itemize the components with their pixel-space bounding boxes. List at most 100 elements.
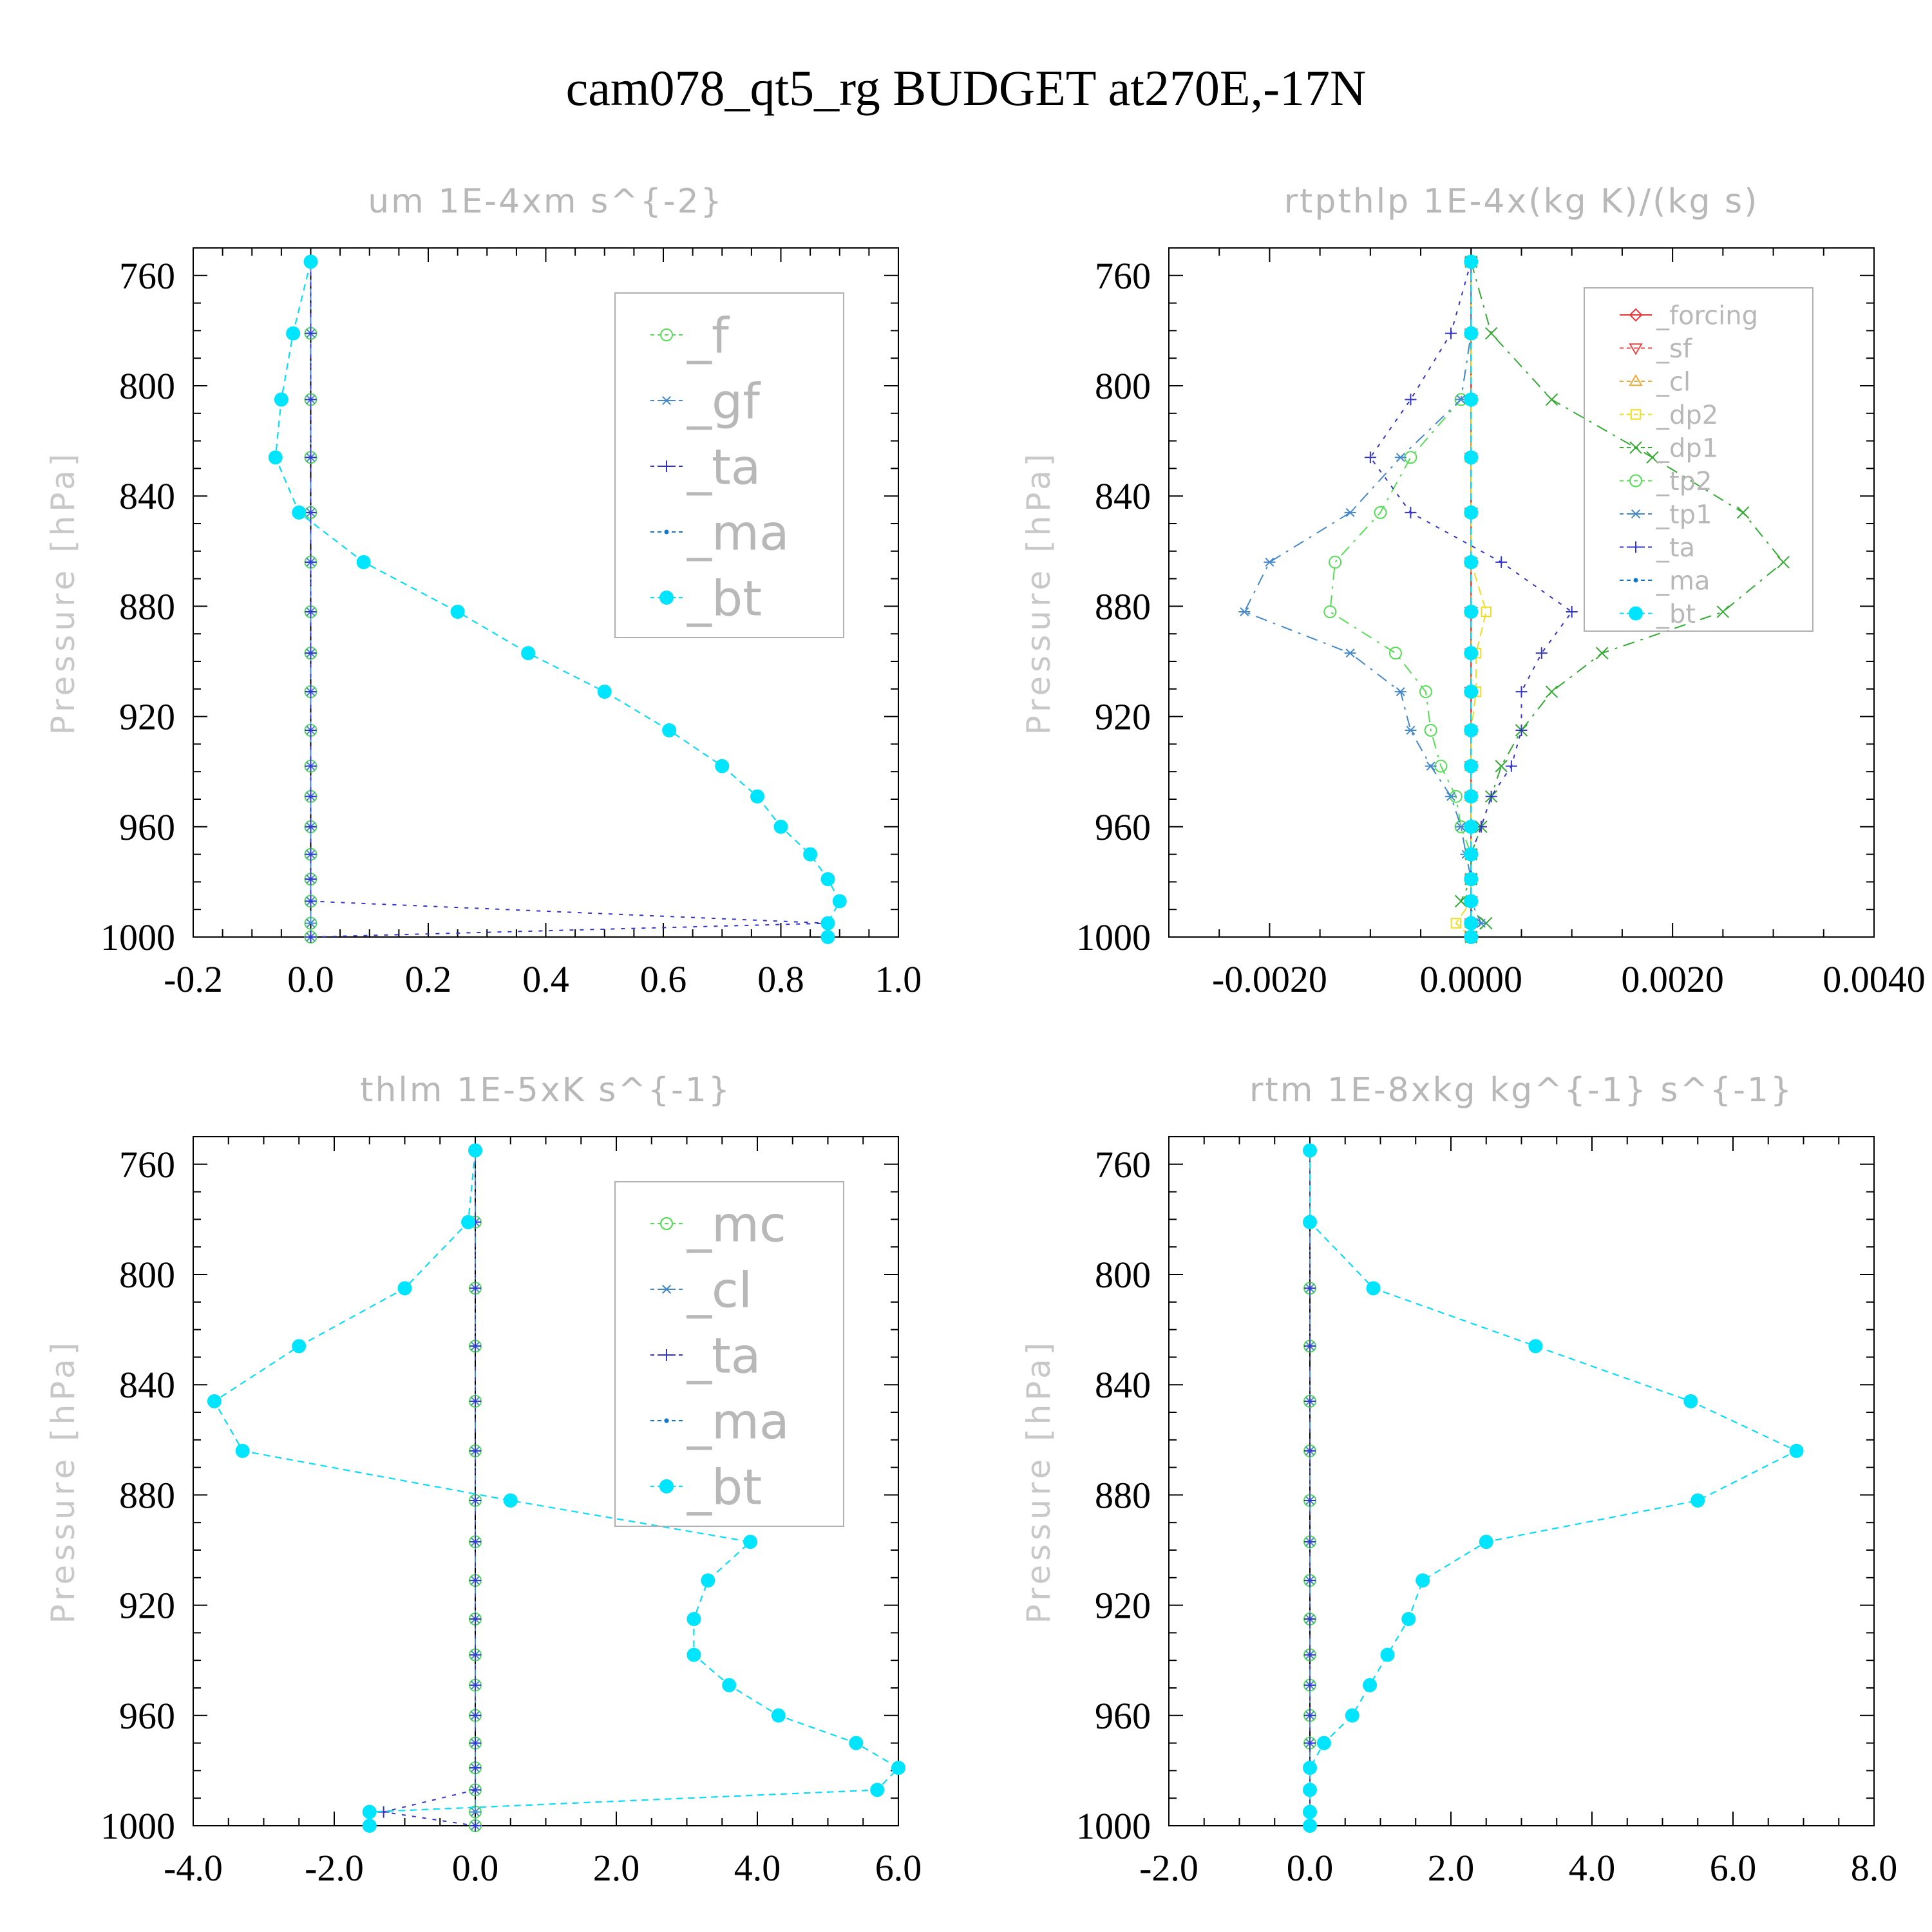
y-tick-label: 800 <box>1095 365 1151 407</box>
data-point <box>397 1281 412 1296</box>
data-point <box>1535 647 1548 659</box>
data-point <box>1416 1573 1430 1588</box>
data-point <box>820 872 835 887</box>
data-point <box>722 1678 737 1692</box>
legend-label: _ma <box>687 1392 790 1450</box>
panel-title: thlm 1E-5xK s^{-1} <box>360 1071 732 1110</box>
plot-frame <box>193 1136 899 1826</box>
data-point <box>268 450 283 465</box>
legend-box <box>614 292 844 638</box>
x-tick-label: 0.8 <box>757 958 804 1000</box>
legend-item: _bt <box>650 1458 762 1515</box>
data-point <box>771 1708 786 1723</box>
data-point <box>1566 605 1578 618</box>
data-point <box>1736 506 1750 519</box>
x-tick-label: -0.0020 <box>1212 958 1327 1000</box>
data-point <box>305 895 317 907</box>
plot-frame <box>1168 247 1875 938</box>
x-tick-label: 0.0020 <box>1621 958 1724 1000</box>
legend-marker <box>1629 474 1642 488</box>
legend-label: _mc <box>687 1195 786 1253</box>
data-point <box>891 1761 905 1776</box>
y-tick-label: 760 <box>119 255 175 297</box>
data-point <box>1545 685 1558 698</box>
y-tick-label: 880 <box>119 1474 175 1516</box>
legend-item: _cl <box>1620 367 1690 397</box>
x-tick-label: 0.0040 <box>1823 958 1926 1000</box>
data-point <box>1464 819 1479 834</box>
x-tick-label: 2.0 <box>1428 1847 1475 1889</box>
series-ma <box>1307 1148 1799 1828</box>
data-point <box>1405 506 1417 518</box>
x-tick-label: 0.4 <box>522 958 569 1000</box>
data-point <box>362 1819 377 1833</box>
data-point <box>1481 606 1492 618</box>
legend-item: _dp1 <box>1620 433 1718 463</box>
legend-item: _ta <box>650 1327 761 1384</box>
legend-label: _tp1 <box>1656 500 1712 529</box>
data-point <box>274 392 289 407</box>
legend-item: _sf <box>1620 334 1692 364</box>
data-point <box>1515 686 1528 698</box>
data-point <box>303 254 318 269</box>
legend-marker <box>659 591 674 605</box>
data-point <box>1464 254 1479 269</box>
data-point <box>1495 556 1508 568</box>
y-tick-label: 960 <box>119 806 175 848</box>
legend-marker <box>660 328 673 341</box>
series-ta <box>305 256 834 943</box>
x-tick-label: 8.0 <box>1851 1847 1898 1889</box>
data-point <box>849 1736 864 1750</box>
legend: _f _gf _ta _ma _bt <box>614 292 844 638</box>
series-ma <box>212 1148 901 1828</box>
y-tick-label: 960 <box>119 1695 175 1737</box>
data-point <box>305 820 317 833</box>
data-point <box>305 506 317 518</box>
data-point <box>469 1613 481 1625</box>
series-bt <box>1303 1143 1804 1833</box>
data-point <box>715 759 730 773</box>
data-point <box>1344 507 1356 517</box>
data-point <box>1777 556 1790 569</box>
data-point <box>469 1784 481 1796</box>
data-point <box>1304 1395 1316 1407</box>
x-tick-label: -2.0 <box>1139 1847 1198 1889</box>
y-tick-label: 920 <box>1095 696 1151 738</box>
data-point <box>1304 1536 1316 1548</box>
data-point <box>469 1395 481 1407</box>
y-axis-label: Pressure [hPa] <box>44 450 82 735</box>
panel-title: rtpthlp 1E-4x(kg K)/(kg s) <box>1284 182 1759 221</box>
data-point <box>750 789 764 804</box>
data-point <box>597 685 612 699</box>
data-point <box>1388 647 1402 660</box>
data-point <box>305 556 317 568</box>
data-point <box>305 327 317 339</box>
legend-marker <box>661 1349 672 1361</box>
data-point <box>1445 327 1457 339</box>
data-point <box>1304 1737 1316 1749</box>
data-point <box>469 1820 481 1832</box>
data-point <box>1401 1612 1416 1626</box>
data-point <box>1595 647 1609 659</box>
legend-label: _bt <box>687 569 762 627</box>
y-tick-label: 800 <box>119 1254 175 1296</box>
legend-label: _cl <box>687 1261 752 1318</box>
data-point <box>1454 895 1468 908</box>
data-point <box>1515 724 1528 736</box>
legend-label: _f <box>687 307 730 364</box>
legend-label: _ma <box>1656 566 1710 596</box>
data-point <box>1450 918 1462 929</box>
y-tick-label: 840 <box>1095 475 1151 517</box>
plot-frame <box>193 247 899 938</box>
y-tick-label: 1000 <box>1076 916 1151 958</box>
data-point <box>1394 687 1406 697</box>
x-tick-label: 6.0 <box>875 1847 922 1889</box>
data-point <box>469 1575 481 1587</box>
y-tick-label: 1000 <box>100 916 175 958</box>
data-point <box>468 1143 482 1158</box>
data-point <box>1495 759 1508 773</box>
data-point <box>1344 649 1356 658</box>
y-tick-label: 1000 <box>1076 1805 1151 1847</box>
series-bt <box>1464 254 1479 944</box>
y-tick-label: 1000 <box>100 1805 175 1847</box>
